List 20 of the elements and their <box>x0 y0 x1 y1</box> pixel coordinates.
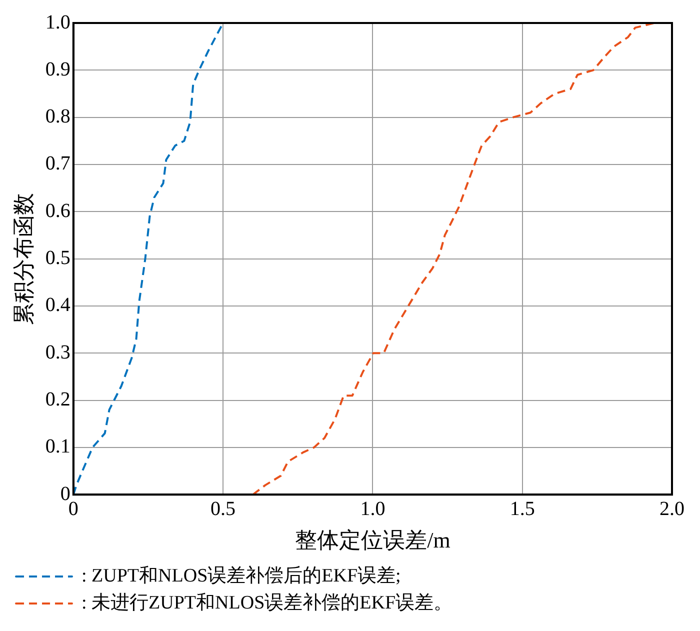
legend-label: : 未进行ZUPT和NLOS误差补偿的EKF误差。 <box>82 591 453 614</box>
x-axis-title: 整体定位误差/m <box>295 528 450 553</box>
y-axis-title: 累积分布函数 <box>10 192 36 325</box>
y-tick-label: 0.2 <box>45 388 70 411</box>
y-tick-label: 0.9 <box>45 58 70 80</box>
x-tick-label: 1.5 <box>510 498 535 520</box>
legend-label: : ZUPT和NLOS误差补偿后的EKF误差; <box>82 564 401 586</box>
x-tick-label: 1.0 <box>360 498 386 520</box>
x-tick-label: 2.0 <box>660 498 684 520</box>
y-tick-label: 0.4 <box>45 294 70 316</box>
y-tick-label: 0.5 <box>45 247 70 270</box>
y-tick-label: 0 <box>60 482 70 505</box>
y-tick-label: 0.7 <box>45 152 70 175</box>
line-series <box>252 23 656 495</box>
x-tick-label: 0.5 <box>210 498 236 520</box>
y-tick-label: 0.6 <box>45 200 70 222</box>
y-tick-label: 1.0 <box>45 11 70 34</box>
y-tick-label: 0.1 <box>45 436 70 458</box>
y-tick-label: 0.8 <box>45 106 70 128</box>
y-tick-label: 0.3 <box>45 341 70 364</box>
